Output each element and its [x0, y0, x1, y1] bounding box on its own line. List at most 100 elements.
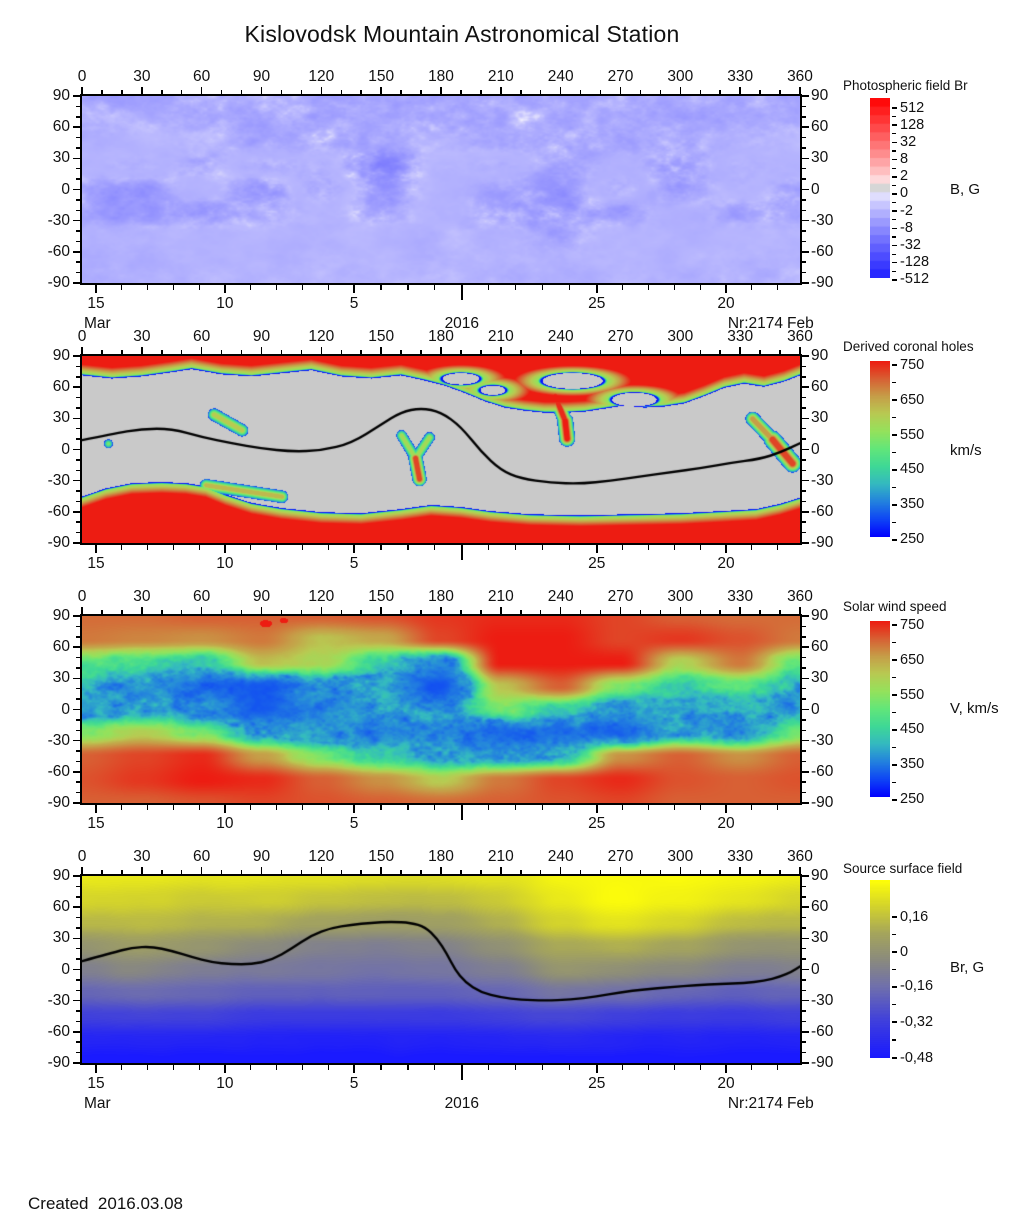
day-minor-tick — [121, 545, 123, 550]
lon-tick — [539, 350, 542, 354]
rotation-number-label: Nr:2174 — [727, 315, 783, 332]
lat-label-left: -60 — [47, 502, 70, 520]
lat-tick — [73, 479, 80, 482]
lon-tick — [779, 350, 781, 354]
lon-tick — [81, 347, 83, 354]
lat-tick — [802, 407, 806, 409]
day-minor-tick — [146, 545, 149, 550]
lon-label: 60 — [193, 328, 211, 345]
day-minor-tick — [172, 285, 174, 290]
day-label: 15 — [87, 555, 105, 572]
colorbar-solar_wind_speed — [870, 621, 890, 797]
lat-tick — [76, 438, 80, 440]
lat-tick — [802, 771, 809, 773]
day-minor-tick — [542, 545, 544, 550]
lat-label-left: 0 — [61, 440, 70, 458]
colorbar-tick — [892, 764, 897, 766]
lon-label: 30 — [133, 328, 151, 345]
lon-tick — [280, 350, 283, 354]
month-boundary-tick — [461, 805, 463, 820]
lon-tick — [619, 87, 622, 94]
colorbar-photospheric_field — [870, 98, 890, 278]
lon-tick — [400, 350, 402, 354]
day-minor-tick — [777, 545, 779, 550]
colorbar-tick-label: 650 — [900, 651, 925, 668]
month-label-left: Mar — [84, 1095, 111, 1112]
lon-tick — [539, 870, 542, 874]
day-minor-tick — [569, 1065, 571, 1070]
lon-tick — [599, 90, 602, 94]
day-minor-tick — [327, 545, 329, 550]
day-minor-tick — [407, 545, 409, 550]
lon-tick — [500, 607, 502, 614]
lat-tick — [802, 958, 806, 960]
map-frame-solar_wind_speed — [80, 614, 802, 805]
day-minor-tick — [275, 805, 278, 810]
lon-tick — [400, 90, 402, 94]
lon-tick — [619, 607, 622, 614]
colorbar-tick-label: 350 — [900, 756, 925, 773]
lon-label: 60 — [193, 68, 211, 85]
lat-tick — [802, 105, 806, 108]
day-minor-tick — [622, 545, 624, 550]
lat-tick — [802, 376, 806, 378]
colorbar-unit-label: B, G — [950, 181, 981, 198]
day-minor-tick — [327, 805, 329, 810]
lon-tick — [480, 870, 482, 874]
lon-label: 330 — [727, 68, 754, 85]
colorbar-minor-tick — [892, 167, 896, 169]
colorbar-derived_coronal_holes — [870, 361, 890, 537]
lon-tick — [320, 347, 323, 354]
lon-tick — [220, 610, 223, 614]
lon-label: 180 — [428, 68, 454, 85]
lat-label-left: 0 — [61, 700, 70, 718]
day-tick — [596, 805, 598, 813]
colorbar-tick — [892, 951, 897, 953]
lon-tick — [340, 350, 343, 354]
lat-tick — [76, 989, 80, 992]
lon-label: 90 — [252, 588, 271, 605]
day-tick — [95, 545, 97, 553]
lat-tick — [802, 729, 806, 732]
lon-tick — [719, 90, 721, 94]
lon-tick — [699, 610, 702, 614]
lat-label-left: 30 — [52, 409, 70, 427]
lat-tick — [802, 459, 806, 461]
lat-label-left: 0 — [61, 960, 70, 978]
colorbar-tick-label: 450 — [900, 721, 925, 738]
lat-label-left: -30 — [47, 211, 70, 229]
lon-tick — [101, 90, 103, 94]
lat-tick — [73, 708, 80, 711]
lon-tick — [440, 867, 442, 874]
lat-tick — [76, 167, 80, 170]
lon-tick — [639, 870, 642, 874]
lat-tick — [802, 542, 809, 544]
lon-tick — [559, 867, 562, 874]
lon-tick — [81, 867, 83, 874]
lon-tick — [101, 610, 103, 614]
lon-tick — [579, 870, 582, 874]
day-minor-tick — [327, 285, 329, 290]
lon-label: 30 — [133, 848, 151, 865]
lon-label: 90 — [252, 68, 271, 85]
lat-label-left: 30 — [52, 929, 70, 947]
lon-tick — [121, 350, 123, 354]
lat-tick — [76, 667, 80, 669]
day-minor-tick — [146, 1065, 149, 1070]
lon-tick — [360, 610, 362, 614]
colorbar-tick — [892, 364, 897, 366]
lat-tick — [76, 927, 80, 929]
lat-label-right: 30 — [811, 669, 829, 687]
lon-tick — [659, 350, 662, 354]
lat-tick — [76, 209, 80, 212]
lat-label-right: -60 — [811, 242, 834, 260]
day-minor-tick — [569, 285, 571, 290]
colorbar-tick — [892, 227, 897, 230]
day-minor-tick — [301, 285, 303, 290]
lat-tick — [802, 511, 809, 513]
map-frame-source_surface_field — [80, 874, 802, 1065]
lat-tick — [76, 490, 80, 492]
lon-tick — [260, 87, 263, 94]
day-minor-tick — [327, 1065, 329, 1070]
day-minor-tick — [198, 1065, 200, 1070]
